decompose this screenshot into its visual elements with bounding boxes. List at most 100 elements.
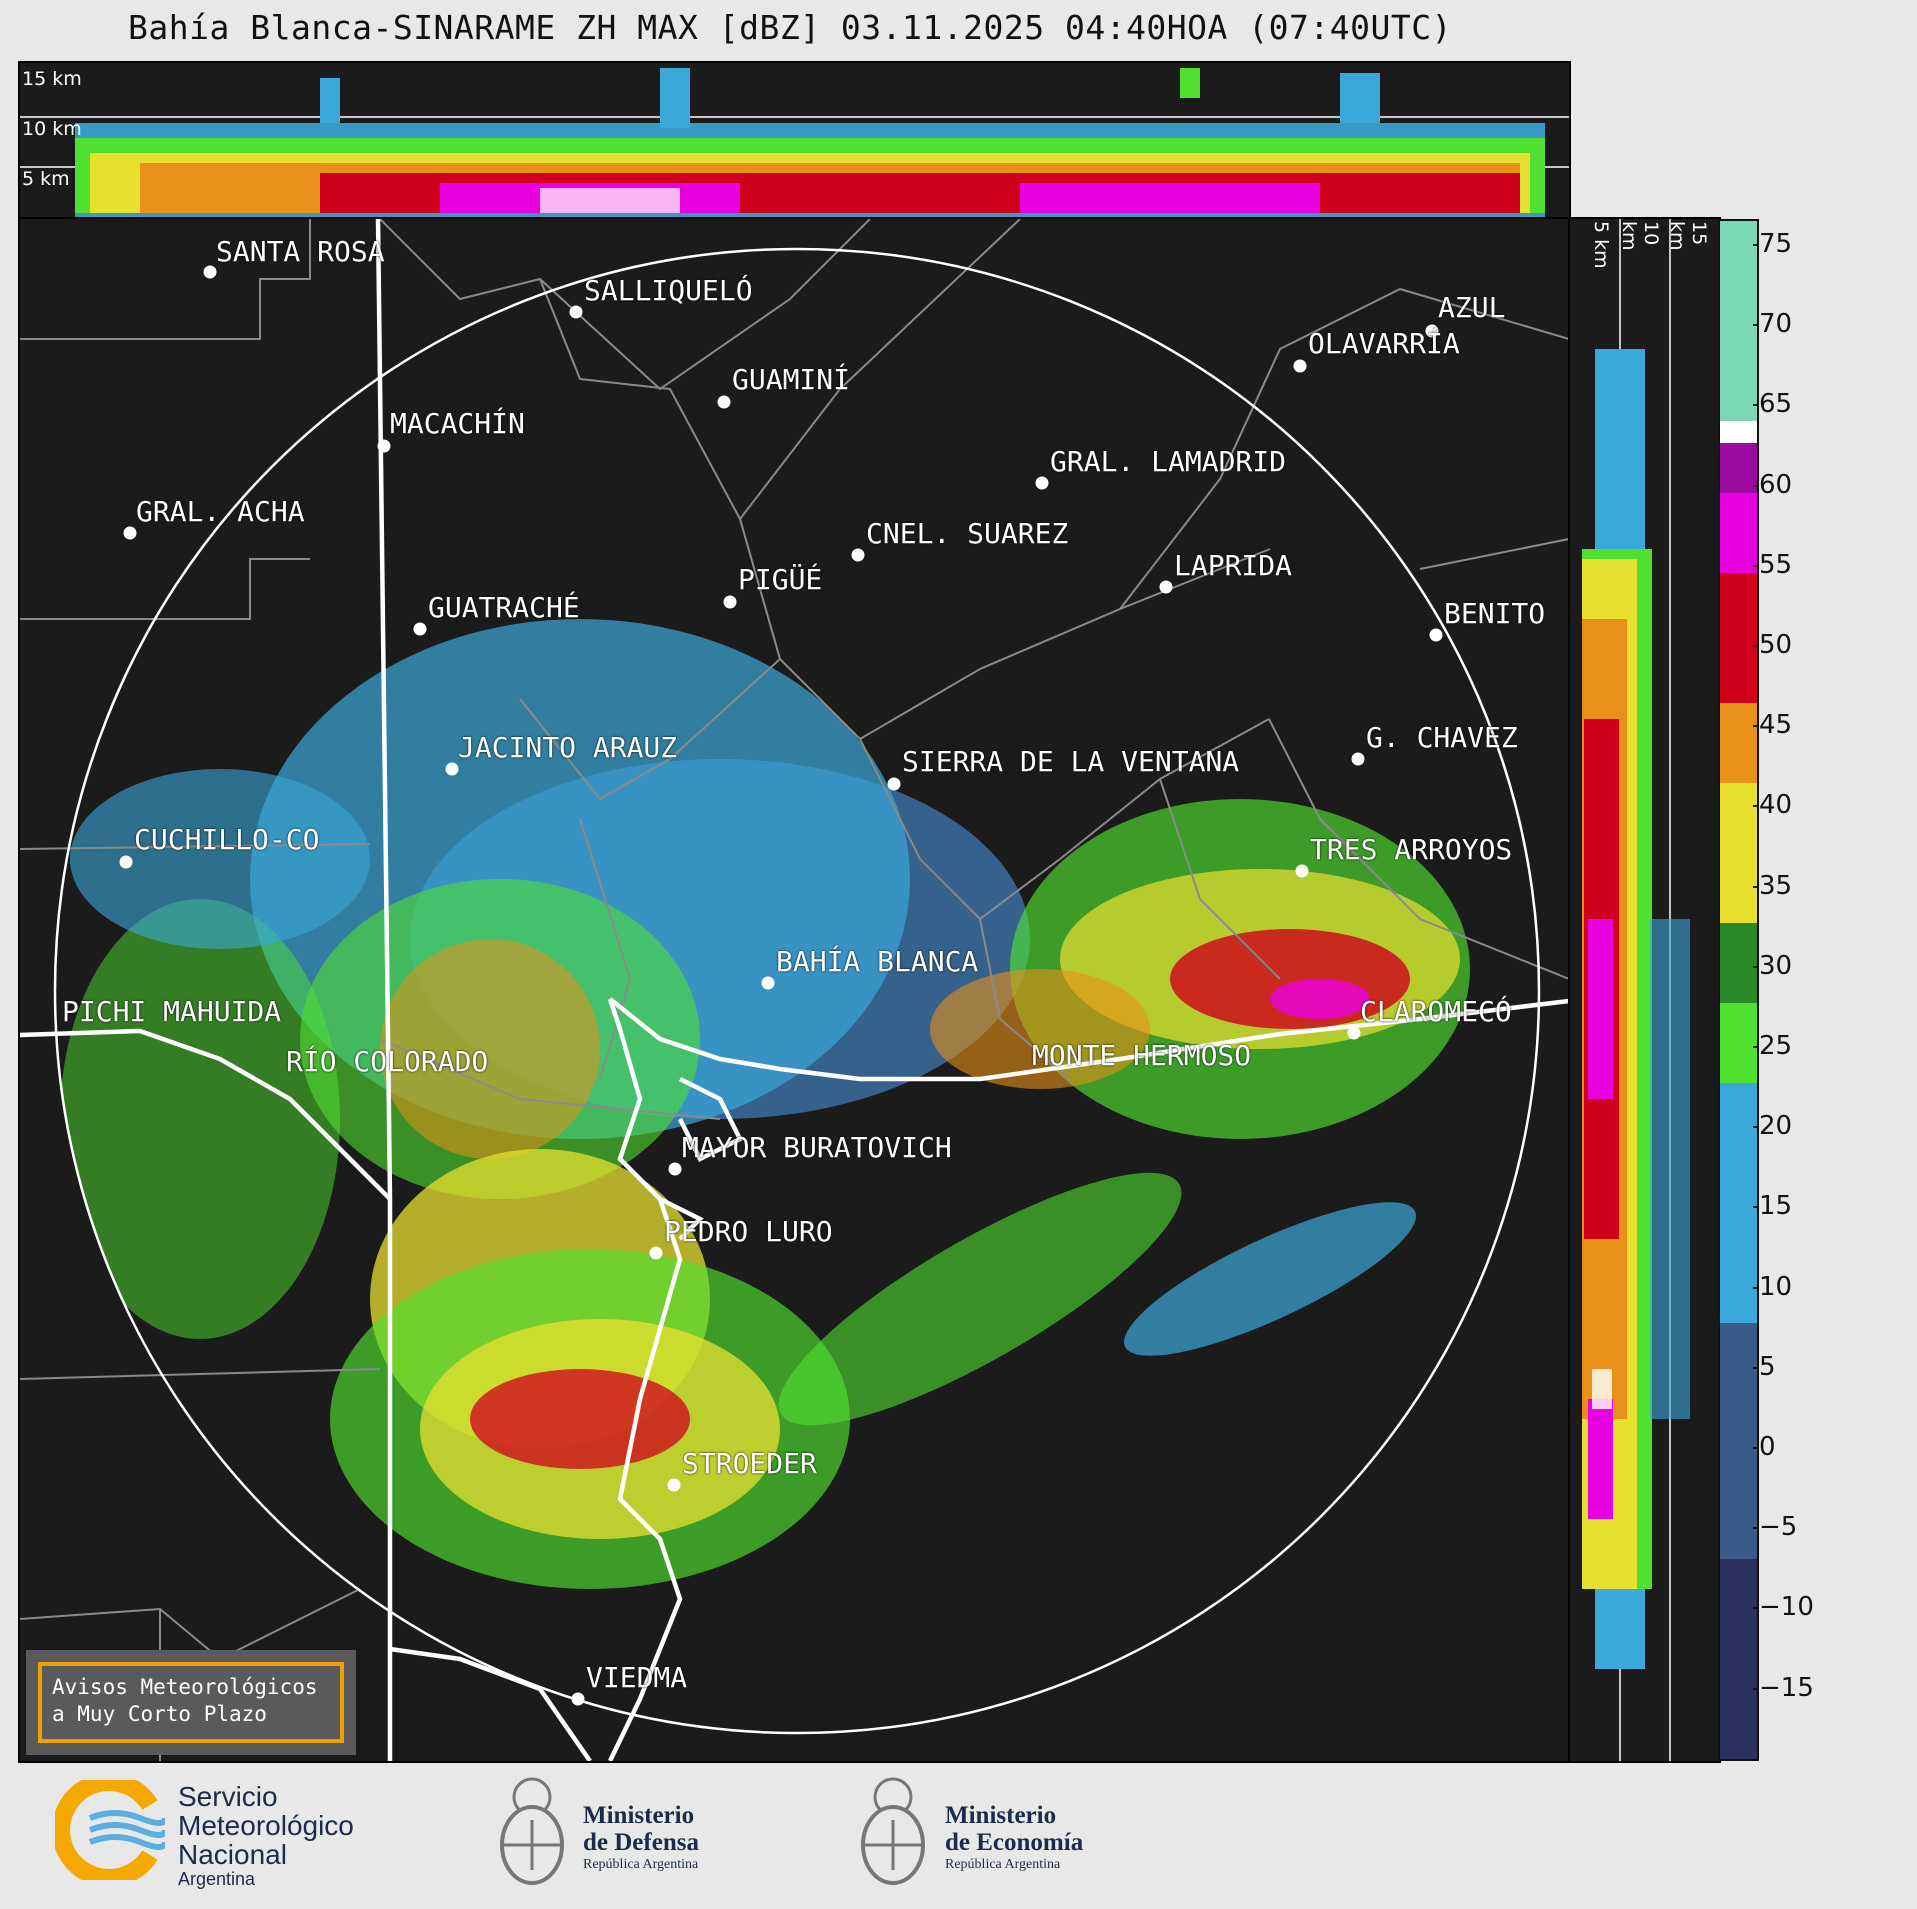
city-label-cnel-suarez: CNEL. SUAREZ <box>866 517 1069 550</box>
shield-icon <box>861 1777 925 1885</box>
city-label-g-chavez: G. CHAVEZ <box>1366 721 1518 754</box>
colorbar-segment-lime <box>1720 1003 1757 1083</box>
city-label-tres-arroyos: TRES ARROYOS <box>1310 833 1513 866</box>
avisos-line2: a Muy Corto Plazo <box>52 1702 267 1726</box>
colorbar-segment-teal <box>1720 221 1757 421</box>
colorbar-tick-label: 70 <box>1752 309 1793 340</box>
radar-map <box>20 219 1569 1761</box>
city-dot-jacinto-arauz <box>445 762 459 776</box>
defensa-line1: Ministerio <box>583 1802 695 1829</box>
city-label-mayor-buratovich: MAYOR BURATOVICH <box>682 1131 952 1164</box>
city-label-gral-acha: GRAL. ACHA <box>136 495 305 528</box>
smn-logo-icon <box>52 1773 168 1887</box>
economia-line3: República Argentina <box>945 1857 1061 1872</box>
smn-logo-text: Servicio Meteorológico Nacional Argentin… <box>178 1782 354 1889</box>
radar-map-panel: SANTA ROSA SALLIQUELÓ AZUL OLAVARRÍA GUA… <box>18 217 1571 1763</box>
economia-line2: de Economía <box>945 1829 1084 1856</box>
colorbar-tick-label: 15 <box>1752 1191 1793 1222</box>
colorbar-tick-label: 35 <box>1752 870 1793 901</box>
colorbar-tick-label: 10 <box>1752 1271 1793 1302</box>
city-label-bahia-blanca: BAHÍA BLANCA <box>776 945 979 978</box>
side-cross-section-echo <box>1582 219 1690 1761</box>
city-label-pedro-luro: PEDRO LURO <box>664 1215 833 1248</box>
city-dot-pedro-luro <box>649 1246 663 1260</box>
city-dot-santa-rosa <box>203 265 217 279</box>
colorbar-segment-white <box>1720 421 1757 443</box>
city-dot-azul <box>1425 324 1439 338</box>
range-ring <box>53 247 1541 1735</box>
side-alt-10km: 10 km <box>1618 221 1662 251</box>
avisos-line1: Avisos Meteorológicos <box>52 1675 318 1699</box>
city-dot-g-chavez <box>1351 752 1365 766</box>
city-label-santa-rosa: SANTA ROSA <box>216 235 385 268</box>
colorbar-tick-label: 0 <box>1753 1432 1776 1462</box>
colorbar-tick-label: −15 <box>1753 1672 1814 1703</box>
top-alt-5km: 5 km <box>22 168 70 190</box>
city-dot-sierra-de-la-ventana <box>887 777 901 791</box>
city-label-stroeder: STROEDER <box>682 1447 817 1480</box>
city-dot-laprida <box>1159 580 1173 594</box>
top-cross-section-echo <box>20 68 1569 218</box>
colorbar-segment-slate <box>1720 1323 1757 1559</box>
top-cross-section-panel: 15 km 10 km 5 km <box>18 61 1571 220</box>
economia-text: Ministerio de Economía República Argenti… <box>945 1802 1083 1874</box>
colorbar-tick-label: 5 <box>1753 1351 1776 1382</box>
defensa-line3: República Argentina <box>583 1857 699 1872</box>
side-alt-5km: 5 km <box>1590 221 1612 269</box>
top-alt-10km: 10 km <box>22 118 82 140</box>
colorbar-tick-label: 30 <box>1752 950 1793 981</box>
city-dot-guamini <box>717 395 731 409</box>
colorbar-tick-label: 60 <box>1752 469 1793 500</box>
city-label-macachin: MACACHÍN <box>390 407 525 440</box>
colorbar-tick-label: 55 <box>1752 549 1793 580</box>
city-dot-salliquelo <box>569 305 583 319</box>
city-dot-cnel-suarez <box>851 548 865 562</box>
avisos-box: Avisos Meteorológicos a Muy Corto Plazo <box>26 1650 356 1755</box>
city-label-salliquelo: SALLIQUELÓ <box>584 274 753 307</box>
colorbar-tick-label: 50 <box>1752 630 1793 660</box>
city-dot-claromeco <box>1347 1026 1361 1040</box>
city-dot-cuchillo-co <box>119 855 133 869</box>
colorbar-segment-navy <box>1720 1559 1757 1759</box>
colorbar-segment-red <box>1720 573 1757 703</box>
colorbar-tick-label: −5 <box>1752 1512 1798 1543</box>
city-dot-guatrache <box>413 622 427 636</box>
colorbar-tick-label: 25 <box>1752 1031 1793 1061</box>
city-dot-viedma <box>571 1692 585 1706</box>
smn-line4: Argentina <box>178 1869 256 1889</box>
top-alt-15km: 15 km <box>22 68 82 90</box>
city-label-azul: AZUL <box>1438 291 1506 324</box>
colorbar-segment-green <box>1720 923 1757 1003</box>
smn-logo <box>52 1773 168 1887</box>
city-dot-gral-lamadrid <box>1035 476 1049 490</box>
city-label-monte-hermoso: MONTE HERMOSO <box>1032 1039 1252 1072</box>
shield-icon <box>500 1777 564 1885</box>
city-dot-stroeder <box>667 1478 681 1492</box>
city-label-jacinto-arauz: JACINTO ARAUZ <box>458 731 678 764</box>
colorbar-tick-label: 75 <box>1752 229 1793 259</box>
side-cross-section-panel: 5 km 10 km 15 km <box>1568 217 1721 1763</box>
city-dot-tres-arroyos <box>1295 864 1309 878</box>
city-label-olavarria: OLAVARRÍA <box>1308 327 1460 360</box>
side-alt-15km: 15 km <box>1666 221 1710 251</box>
city-label-benito: BENITO <box>1444 597 1546 630</box>
colorbar-gradient <box>1720 221 1757 1759</box>
colorbar-segment-orange <box>1720 703 1757 783</box>
avisos-inner: Avisos Meteorológicos a Muy Corto Plazo <box>38 1662 344 1743</box>
colorbar-tick-label: −10 <box>1753 1592 1814 1623</box>
city-dot-bahia-blanca <box>761 976 775 990</box>
economia-line1: Ministerio <box>945 1802 1057 1829</box>
colorbar-segment-purple <box>1720 443 1757 493</box>
department-borders <box>20 219 1569 1761</box>
defensa-emblem <box>495 1775 570 1895</box>
defensa-line2: de Defensa <box>583 1829 699 1856</box>
smn-line3: Nacional <box>178 1839 287 1870</box>
colorbar-segment-magenta <box>1720 493 1757 573</box>
city-label-gral-lamadrid: GRAL. LAMADRID <box>1050 445 1287 478</box>
city-dot-benito <box>1429 628 1443 642</box>
smn-line1: Servicio <box>178 1781 278 1812</box>
city-dot-mayor-buratovich <box>668 1162 682 1176</box>
colorbar-tick-label: 40 <box>1752 790 1793 821</box>
city-label-claromeco: CLAROMECÓ <box>1360 995 1512 1028</box>
city-label-sierra-de-la-ventana: SIERRA DE LA VENTANA <box>902 745 1240 778</box>
